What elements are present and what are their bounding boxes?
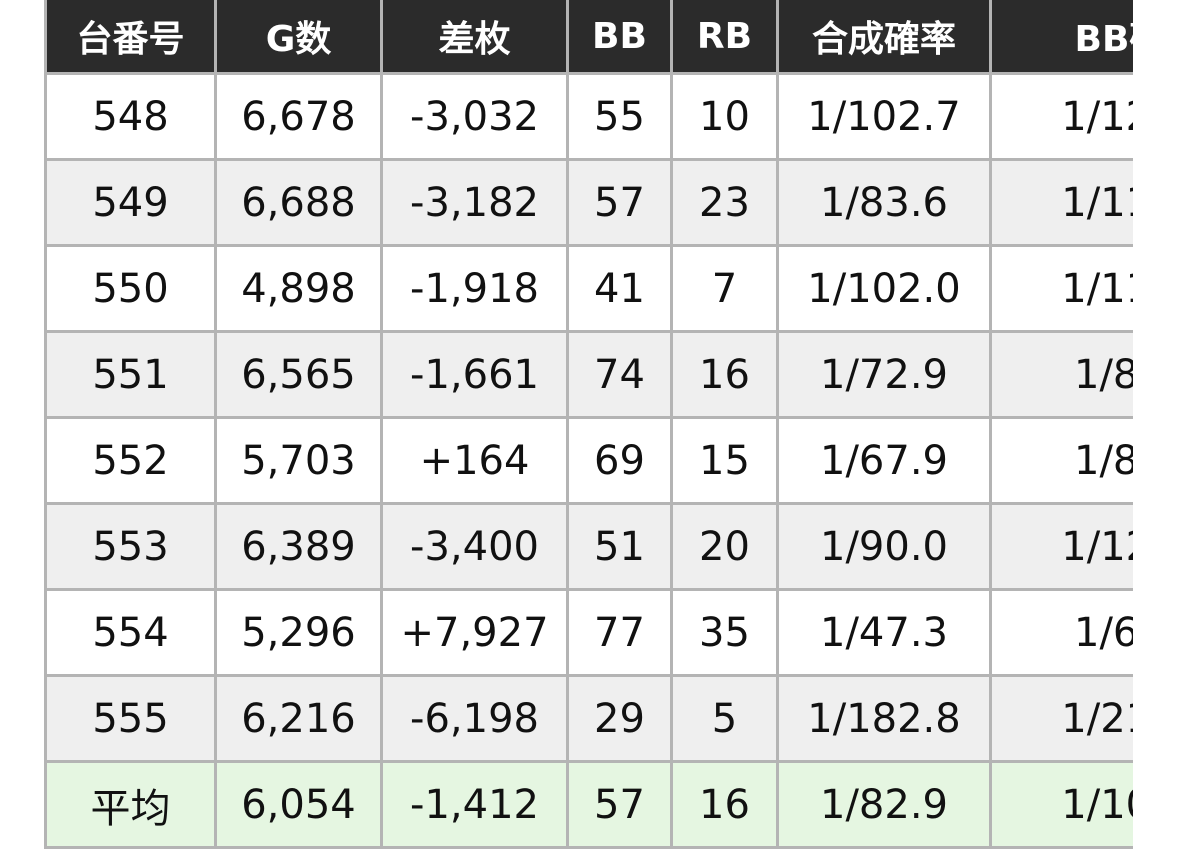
- table-viewport: 台番号G数差枚BBRB合成確率BB確率 5486,678-3,03255101/…: [44, 0, 1133, 863]
- average-cell: 6,054: [214, 760, 383, 849]
- table-cell: 1/121.4: [989, 72, 1133, 161]
- table-body: 5486,678-3,03255101/102.71/121.45496,688…: [44, 72, 1133, 849]
- table-cell: -3,032: [380, 72, 569, 161]
- table-cell: 1/68.8: [989, 588, 1133, 677]
- table-cell: -1,661: [380, 330, 569, 419]
- table-cell: 6,565: [214, 330, 383, 419]
- header-cell: G数: [214, 0, 383, 75]
- table-cell: +7,927: [380, 588, 569, 677]
- table-cell: 1/47.3: [776, 588, 992, 677]
- table-cell: 1/214.3: [989, 674, 1133, 763]
- table-cell: 29: [566, 674, 673, 763]
- table-cell: 1/125.3: [989, 502, 1133, 591]
- table-cell: 1/102.7: [776, 72, 992, 161]
- table-cell: 1/119.5: [989, 244, 1133, 333]
- table-cell: 5,296: [214, 588, 383, 677]
- table-cell: 1/83.6: [776, 158, 992, 247]
- table-cell: 5: [670, 674, 779, 763]
- table-cell: -1,918: [380, 244, 569, 333]
- average-cell: 平均: [44, 760, 217, 849]
- table-cell: 6,688: [214, 158, 383, 247]
- table-cell: 554: [44, 588, 217, 677]
- table-cell: 6,678: [214, 72, 383, 161]
- table-cell: 6,389: [214, 502, 383, 591]
- average-cell: 1/82.9: [776, 760, 992, 849]
- data-table: 台番号G数差枚BBRB合成確率BB確率 5486,678-3,03255101/…: [44, 0, 1133, 849]
- table-cell: -3,182: [380, 158, 569, 247]
- table-cell: -6,198: [380, 674, 569, 763]
- header-cell: BB: [566, 0, 673, 75]
- table-cell: 551: [44, 330, 217, 419]
- table-cell: 74: [566, 330, 673, 419]
- table-cell: 549: [44, 158, 217, 247]
- table-cell: 23: [670, 158, 779, 247]
- header-cell: BB確率: [989, 0, 1133, 75]
- table-cell: 550: [44, 244, 217, 333]
- table-cell: 553: [44, 502, 217, 591]
- table-cell: +164: [380, 416, 569, 505]
- table-cell: 20: [670, 502, 779, 591]
- table-cell: 5,703: [214, 416, 383, 505]
- table-cell: 1/72.9: [776, 330, 992, 419]
- header-cell: 差枚: [380, 0, 569, 75]
- average-cell: 57: [566, 760, 673, 849]
- table-cell: 16: [670, 330, 779, 419]
- table-cell: 77: [566, 588, 673, 677]
- table-cell: 10: [670, 72, 779, 161]
- table-cell: 41: [566, 244, 673, 333]
- table-cell: 69: [566, 416, 673, 505]
- average-cell: -1,412: [380, 760, 569, 849]
- table-cell: 548: [44, 72, 217, 161]
- table-cell: 1/90.0: [776, 502, 992, 591]
- table-cell: 552: [44, 416, 217, 505]
- table-cell: 1/182.8: [776, 674, 992, 763]
- average-cell: 16: [670, 760, 779, 849]
- table-cell: 1/88.7: [989, 330, 1133, 419]
- table-cell: 1/102.0: [776, 244, 992, 333]
- table-cell: 7: [670, 244, 779, 333]
- table-cell: 555: [44, 674, 217, 763]
- table-cell: 1/82.7: [989, 416, 1133, 505]
- header-row: 台番号G数差枚BBRB合成確率BB確率: [44, 0, 1133, 75]
- table-cell: 6,216: [214, 674, 383, 763]
- header-cell: 台番号: [44, 0, 217, 75]
- table-cell: 55: [566, 72, 673, 161]
- table-cell: 57: [566, 158, 673, 247]
- header-cell: 合成確率: [776, 0, 992, 75]
- table-cell: 4,898: [214, 244, 383, 333]
- average-cell: 1/106.9: [989, 760, 1133, 849]
- table-cell: -3,400: [380, 502, 569, 591]
- table-cell: 15: [670, 416, 779, 505]
- table-cell: 1/67.9: [776, 416, 992, 505]
- table-cell: 1/117.3: [989, 158, 1133, 247]
- header-cell: RB: [670, 0, 779, 75]
- table-cell: 35: [670, 588, 779, 677]
- table-cell: 51: [566, 502, 673, 591]
